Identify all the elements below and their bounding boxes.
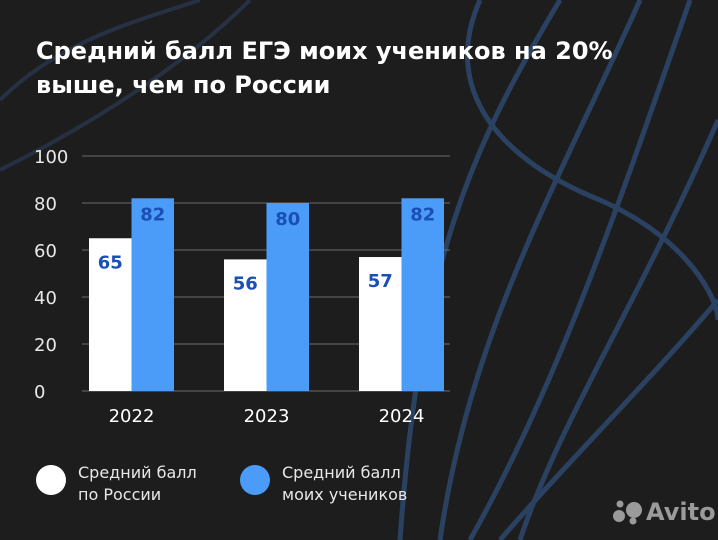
avito-logo: Avito [612,498,716,526]
data-label: 56 [233,273,258,294]
bar [359,257,402,391]
bar [224,259,267,391]
legend-item-my-students: Средний балл моих учеников [240,462,407,506]
y-tick-label: 60 [34,241,57,262]
legend-label: Средний балл по России [78,463,197,504]
legend-swatch-white [36,465,66,495]
data-label: 65 [98,252,123,273]
bar [131,198,174,391]
bar [89,238,132,391]
y-tick-label: 40 [34,288,57,309]
legend-label: Средний балл моих учеников [282,463,408,504]
legend-swatch-blue [240,465,270,495]
y-tick-label: 0 [34,382,45,403]
x-tick-label: 2022 [109,406,155,427]
bar [266,203,309,391]
data-label: 82 [140,204,165,225]
y-tick-label: 100 [34,147,68,168]
data-label: 80 [275,209,300,230]
y-tick-label: 80 [34,194,57,215]
x-tick-label: 2023 [244,406,290,427]
avito-logo-text: Avito [646,498,716,526]
bar [401,198,444,391]
avito-dots-icon [613,500,642,525]
y-tick-label: 20 [34,335,57,356]
data-label: 82 [410,204,435,225]
x-tick-label: 2024 [379,406,425,427]
data-label: 57 [368,271,393,292]
chart-title: Средний балл ЕГЭ моих учеников на 20% вы… [36,37,613,99]
legend-item-russia: Средний балл по России [36,462,197,506]
